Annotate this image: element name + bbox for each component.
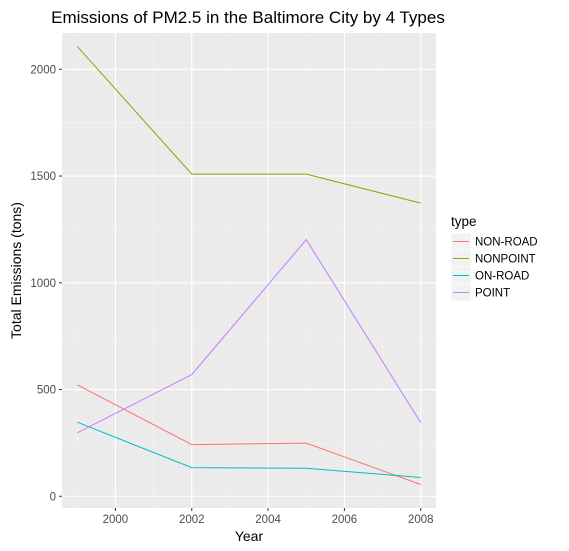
y-axis-title: Total Emissions (tons) (8, 202, 24, 339)
x-axis-title: Year (235, 528, 264, 544)
minor-gridlines (62, 33, 436, 508)
y-tick-label: 2000 (30, 64, 56, 76)
legend: type NON-ROAD NONPOINT ON-ROAD POINT (450, 214, 538, 302)
legend-label: NON-ROAD (475, 237, 538, 249)
legend-label: ON-ROAD (475, 271, 529, 283)
legend-label: POINT (475, 288, 510, 300)
series-line-non-road (77, 384, 421, 485)
x-tick-label: 2004 (255, 514, 281, 526)
series-line-on-road (77, 421, 421, 478)
legend-title: type (451, 214, 477, 229)
y-tick-label: 1500 (30, 171, 56, 183)
y-tick-label: 1000 (30, 278, 56, 290)
y-tick-label: 500 (37, 385, 56, 397)
x-tick-label: 2002 (179, 514, 205, 526)
series-line-point (77, 238, 422, 434)
legend-label: NONPOINT (475, 254, 536, 266)
x-tick-label: 2008 (408, 514, 434, 526)
major-gridlines (62, 33, 436, 508)
x-axis: 2000 2002 2004 2006 2008 (103, 508, 434, 526)
plot-panel (62, 33, 436, 508)
x-tick-label: 2000 (103, 514, 129, 526)
chart-title: Emissions of PM2.5 in the Baltimore City… (51, 8, 445, 27)
y-tick-label: 0 (50, 491, 56, 503)
series-line-nonpoint (76, 46, 421, 204)
x-tick-label: 2006 (332, 514, 358, 526)
series-lines (76, 46, 422, 485)
y-axis: 0 500 1000 1500 2000 (30, 64, 62, 503)
